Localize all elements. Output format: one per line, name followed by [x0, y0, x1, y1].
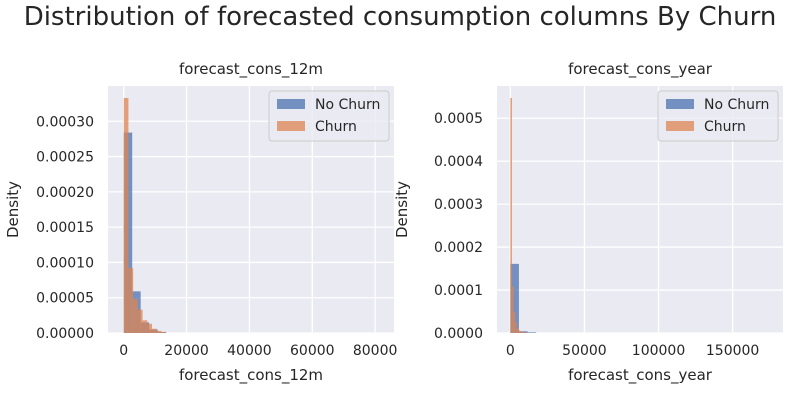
legend-swatch-no-churn	[277, 99, 305, 109]
bar-churn-7	[156, 330, 162, 333]
bar-churn-3	[515, 322, 517, 333]
bar-churn-7	[521, 331, 524, 333]
y-tick-label: 0.0003	[434, 197, 483, 213]
legend-swatch-churn	[277, 121, 305, 131]
legend-label-churn: Churn	[704, 119, 746, 135]
legend-label-no-churn: No Churn	[704, 97, 769, 113]
panel-title: forecast_cons_12m	[179, 60, 323, 79]
y-tick-label: 0.0004	[434, 154, 483, 170]
legend: No Churn Churn	[268, 90, 390, 142]
bar-churn-4	[516, 327, 519, 333]
x-tick-label: 80000	[353, 343, 398, 359]
y-tick-label: 0.00030	[36, 114, 94, 130]
bar-churn-0	[123, 97, 129, 333]
legend-swatch-no-churn	[666, 99, 694, 109]
y-tick-label: 0.0002	[434, 240, 483, 256]
legend-label-churn: Churn	[315, 119, 357, 135]
x-tick-label: 0	[119, 343, 128, 359]
bar-churn-6	[152, 328, 157, 333]
bar-churn-6	[520, 331, 522, 333]
bar-churn-4	[142, 320, 148, 333]
figure-title: Distribution of forecasted consumption c…	[23, 2, 777, 32]
x-tick-label: 150000	[706, 343, 759, 359]
bar-no-churn-2	[527, 332, 537, 333]
y-tick-label: 0.00025	[36, 150, 94, 166]
x-tick-label: 0	[506, 343, 515, 359]
y-tick-label: 0.0005	[434, 111, 483, 127]
y-tick-label: 0.00000	[36, 326, 94, 342]
bar-churn-2	[133, 299, 138, 333]
x-tick-label: 40000	[227, 343, 272, 359]
y-tick-label: 0.00005	[36, 291, 94, 307]
bar-churn-5	[147, 323, 152, 333]
y-axis-label: Density	[393, 181, 411, 238]
legend-swatch-churn	[666, 121, 694, 131]
y-axis-label: Density	[4, 181, 22, 238]
y-tick-label: 0.00015	[36, 220, 94, 236]
bar-churn-5	[518, 330, 521, 333]
x-axis-label: forecast_cons_12m	[179, 366, 323, 385]
x-axis-label: forecast_cons_year	[568, 366, 713, 385]
y-tick-label: 0.00010	[36, 255, 94, 271]
panel-title: forecast_cons_year	[568, 60, 713, 79]
bar-churn-1	[511, 286, 514, 333]
bar-churn-8	[523, 332, 526, 333]
y-tick-label: 0.0001	[434, 283, 483, 299]
legend: No Churn Churn	[657, 90, 779, 142]
bar-churn-1	[128, 268, 134, 333]
bar-churn-3	[137, 309, 143, 333]
x-tick-label: 60000	[290, 343, 335, 359]
x-tick-label: 20000	[164, 343, 209, 359]
legend-label-no-churn: No Churn	[315, 97, 380, 113]
bar-churn-0	[510, 98, 512, 333]
x-tick-label: 50000	[562, 343, 607, 359]
x-tick-label: 100000	[632, 343, 685, 359]
y-tick-label: 0.00020	[36, 185, 94, 201]
bar-no-churn-0	[510, 263, 519, 333]
bar-churn-2	[513, 312, 516, 333]
bar-churn-8	[161, 331, 167, 333]
y-tick-label: 0.0000	[434, 326, 483, 342]
